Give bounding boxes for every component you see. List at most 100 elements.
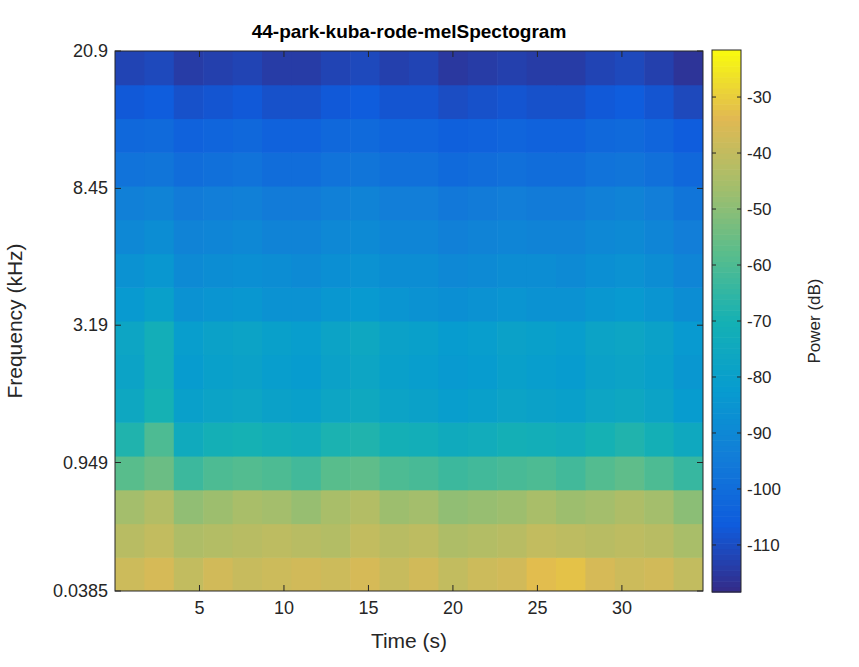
cell [468,557,498,591]
colorbar-band [712,397,741,403]
cell [438,456,468,490]
cell [556,456,586,490]
colorbar-band [712,473,741,479]
cell [438,490,468,524]
cell [674,557,703,591]
colorbar-band [712,500,741,506]
cell [409,152,439,186]
cell [615,321,645,355]
colorbar-tick [737,209,741,210]
x-tick [368,585,369,591]
cell [262,321,292,355]
cell [644,557,674,591]
cell [527,422,557,456]
cell [203,287,233,321]
cell [233,388,263,422]
cell [556,355,586,389]
cell [674,456,703,490]
cell [233,118,263,152]
cell [321,118,351,152]
cell [497,51,527,85]
cell [380,152,410,186]
y-tick-label: 8.45 [73,178,108,198]
cell [203,524,233,558]
colorbar-band [712,549,741,555]
cell [380,422,410,456]
cell [144,355,174,389]
colorbar-band [712,446,741,452]
cell [644,321,674,355]
cell [497,253,527,287]
cell [468,321,498,355]
x-tick [283,585,284,591]
colorbar-band [712,256,741,262]
cell [380,220,410,254]
cell [615,355,645,389]
cell [556,51,586,85]
cell [585,287,615,321]
colorbar-tick [712,265,716,266]
colorbar-band [712,354,741,360]
cell [468,85,498,119]
cell [409,456,439,490]
colorbar-band [712,332,741,338]
colorbar-band [712,359,741,365]
cell [350,186,380,220]
x-tick-label: 30 [612,598,632,618]
cell [615,152,645,186]
cell [497,85,527,119]
cell [615,490,645,524]
cell [527,85,557,119]
cell [321,51,351,85]
cell [468,355,498,389]
colorbar-band [712,175,741,181]
cell [468,422,498,456]
cell [409,287,439,321]
colorbar-band [712,316,741,322]
cell [380,456,410,490]
cell [438,51,468,85]
cell [115,422,145,456]
cell [468,388,498,422]
cell [291,321,321,355]
cell [409,118,439,152]
cell [468,253,498,287]
cell [291,422,321,456]
y-tick [697,188,703,189]
x-tick [368,51,369,57]
cell [291,186,321,220]
colorbar-band [712,402,741,408]
colorbar-band [712,391,741,397]
cell [233,422,263,456]
cell [291,152,321,186]
cell [585,422,615,456]
cell [350,152,380,186]
cell [468,287,498,321]
cell [438,355,468,389]
cell [674,524,703,558]
colorbar-band [712,180,741,186]
colorbar-band [712,484,741,490]
cell [674,118,703,152]
cell [615,51,645,85]
colorbar-band [712,370,741,376]
cell [203,118,233,152]
cell [321,422,351,456]
cell [497,220,527,254]
x-tick [199,51,200,57]
cell [291,490,321,524]
cell [380,253,410,287]
cell [644,490,674,524]
cell [350,388,380,422]
cell [321,388,351,422]
cell [291,456,321,490]
cell [468,118,498,152]
cell [585,85,615,119]
x-tick [537,585,538,591]
colorbar-band [712,99,741,105]
cell [144,152,174,186]
cell [380,557,410,591]
cell [585,118,615,152]
x-tick [452,585,453,591]
cell [350,85,380,119]
